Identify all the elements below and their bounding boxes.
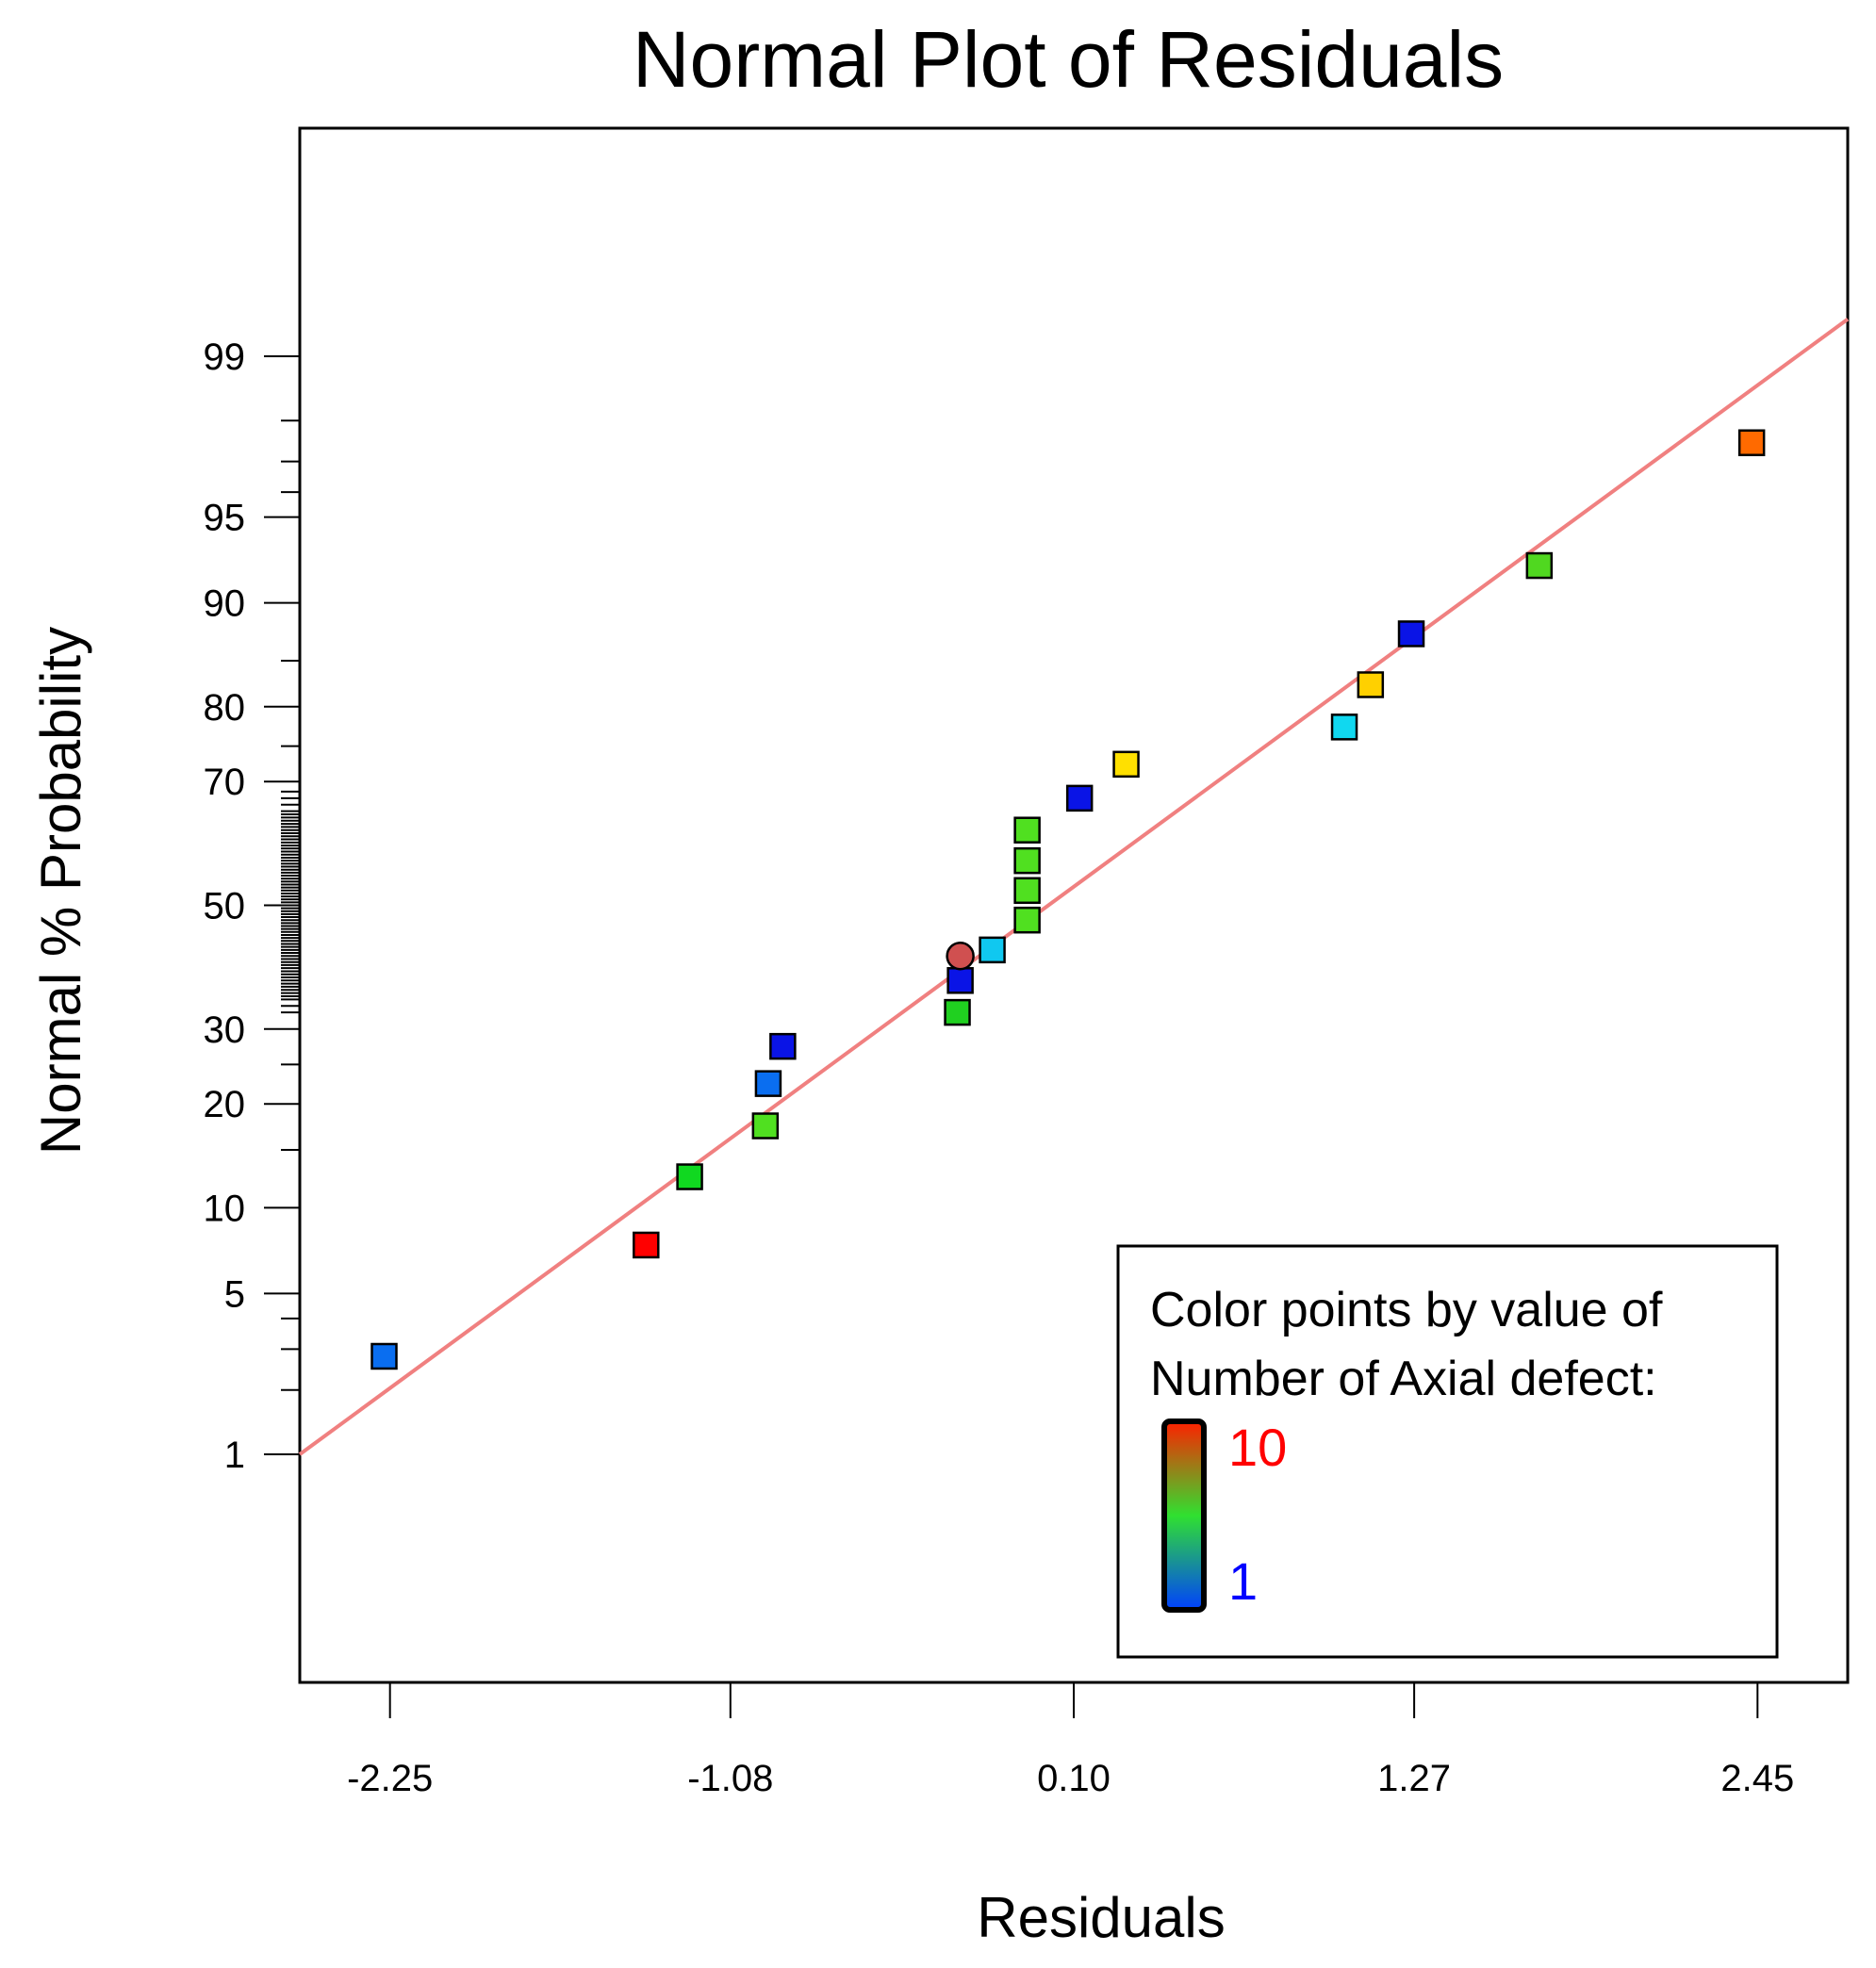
data-point: [751, 1112, 780, 1140]
data-point: [1013, 846, 1041, 875]
legend-gradient-bar: [1161, 1419, 1207, 1613]
x-tick-label: -2.25: [347, 1758, 433, 1799]
data-point: [1112, 750, 1140, 779]
legend: Color points by value of Number of Axial…: [1116, 1244, 1779, 1659]
data-point: [1013, 906, 1041, 934]
data-point: [1013, 816, 1041, 844]
x-tick-label: 1.27: [1377, 1758, 1451, 1799]
data-point: [946, 942, 975, 971]
y-axis-ticks: 1 5 10 20 30 50 70 80 90 95 99: [204, 336, 300, 1476]
data-point: [1357, 671, 1385, 698]
x-tick-label: -1.08: [687, 1758, 773, 1799]
legend-low-label: 1: [1228, 1551, 1258, 1611]
data-point: [769, 1032, 797, 1060]
legend-line-2: Number of Axial defect:: [1150, 1352, 1657, 1406]
data-point: [1525, 551, 1554, 580]
y-tick-label: 90: [204, 583, 246, 625]
y-tick-label: 5: [224, 1273, 245, 1315]
y-tick-label: 1: [224, 1435, 245, 1476]
reference-line: [298, 317, 1850, 1456]
y-axis-title: Normal % Probability: [29, 627, 92, 1155]
x-axis-ticks: -2.25 -1.08 0.10 1.27 2.45: [347, 1682, 1794, 1799]
y-tick-label: 30: [204, 1009, 246, 1051]
data-point: [1065, 784, 1094, 812]
y-tick-label: 10: [204, 1188, 246, 1229]
legend-box: [1116, 1244, 1779, 1659]
data-point: [754, 1070, 782, 1097]
data-point: [944, 998, 971, 1026]
data-point: [1397, 620, 1425, 648]
data-point: [1737, 429, 1766, 456]
legend-high-label: 10: [1228, 1418, 1287, 1477]
chart-title: Normal Plot of Residuals: [633, 15, 1504, 104]
x-axis-title: Residuals: [977, 1886, 1225, 1949]
data-point: [946, 967, 974, 994]
data-points: [370, 429, 1766, 1370]
data-point: [676, 1163, 703, 1190]
x-tick-label: 0.10: [1037, 1758, 1111, 1799]
y-tick-label: 70: [204, 762, 246, 803]
y-tick-label: 20: [204, 1084, 246, 1125]
data-point: [633, 1231, 660, 1259]
data-point: [979, 936, 1006, 964]
data-point: [370, 1342, 398, 1370]
y-tick-label: 99: [204, 336, 246, 378]
legend-line-1: Color points by value of: [1150, 1283, 1663, 1337]
y-tick-label: 95: [204, 498, 246, 539]
data-point: [1330, 713, 1358, 741]
data-point: [1013, 877, 1041, 905]
x-tick-label: 2.45: [1720, 1758, 1794, 1799]
y-tick-label: 50: [204, 886, 246, 927]
y-tick-label: 80: [204, 687, 246, 729]
